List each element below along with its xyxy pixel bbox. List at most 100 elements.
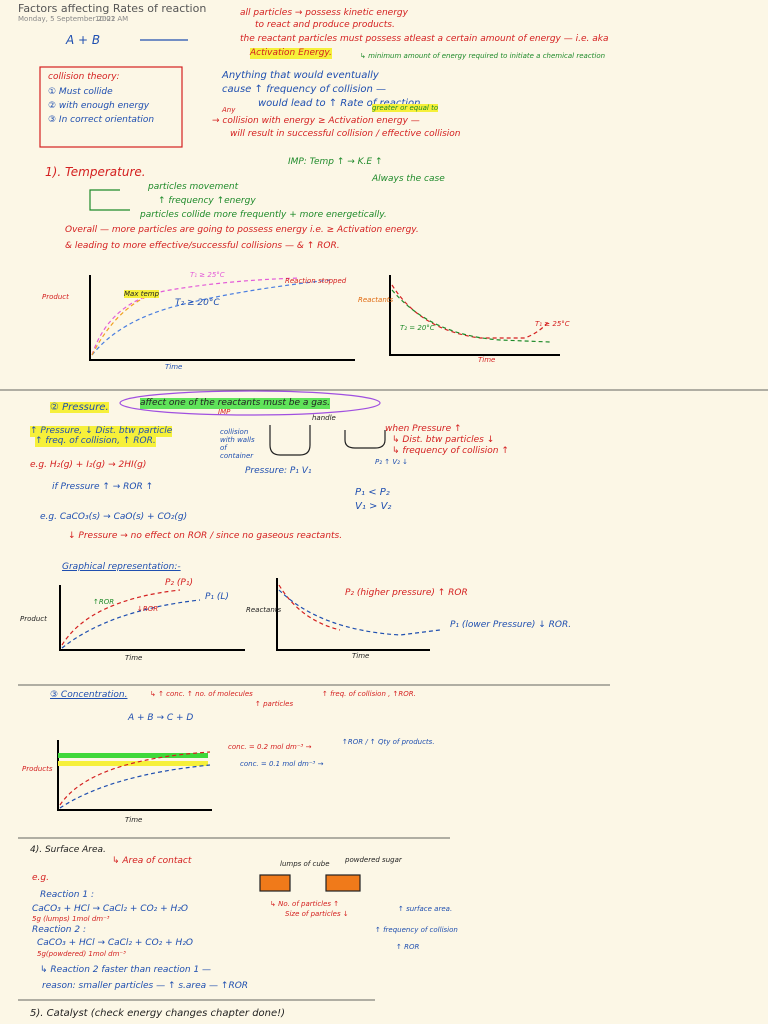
note: to react and produce products. xyxy=(255,20,395,30)
curve xyxy=(61,599,201,649)
curve xyxy=(391,289,551,343)
note: ↳ Area of contact xyxy=(112,856,192,866)
diagram-label: lumps of cube xyxy=(280,860,330,868)
heading: 5). Catalyst (check energy changes chapt… xyxy=(30,1008,286,1019)
diagram-label: V₁ > V₂ xyxy=(355,501,392,512)
graph-label: P₂ (P₁) xyxy=(165,578,193,588)
note: ↑ ROR xyxy=(396,943,420,951)
axis-label: Reactants xyxy=(246,606,282,614)
point: ① Must collide xyxy=(48,87,113,97)
line: CaCO₃ + HCl → CaCl₂ + CO₂ + H₂O xyxy=(32,904,189,914)
note: ↳ No. of particles ↑ xyxy=(270,900,340,908)
axis-label: Products xyxy=(22,765,53,773)
note: Graphical representation:- xyxy=(62,562,181,572)
axis-label: Product xyxy=(20,615,47,623)
axis-label: Time xyxy=(352,652,370,660)
diagram-label: P₁ < P₂ xyxy=(355,487,390,498)
line: Reaction 1 : xyxy=(40,890,94,900)
note: Any xyxy=(222,106,236,114)
graph-label: T₂ ≥ 20°C xyxy=(175,298,220,308)
equation: A + B xyxy=(66,33,101,47)
beaker xyxy=(259,874,291,892)
line: Reaction 2 : xyxy=(32,925,86,935)
example: e.g. H₂(g) + I₂(g) → 2HI(g) xyxy=(30,460,147,470)
collision-box xyxy=(39,66,183,148)
note: Always the case xyxy=(372,174,445,184)
axes xyxy=(57,740,212,811)
effect: ↑ freq. of collision, ↑ ROR. xyxy=(35,436,156,447)
line: ↳ Reaction 2 faster than reaction 1 — xyxy=(40,965,212,975)
axes xyxy=(389,275,560,356)
graph-label: T₂ = 20°C xyxy=(400,324,435,332)
note: ↑ particles xyxy=(255,700,294,708)
curve xyxy=(91,294,151,356)
note: will result in successful collision / ef… xyxy=(230,129,461,139)
curve xyxy=(91,277,301,356)
title: Factors affecting Rates of reaction xyxy=(18,2,207,15)
ellipse xyxy=(119,390,381,416)
note: → collision with energy ≥ Activation ene… xyxy=(212,116,420,126)
example: ↓ Pressure → no effect on ROR / since no… xyxy=(68,531,343,541)
line: 5g(powdered) 1mol dm⁻³ xyxy=(37,950,126,958)
graph-label: P₁ (lower Pressure) ↓ ROR. xyxy=(450,620,572,630)
graph-label: Reaction stopped xyxy=(285,277,347,285)
axes xyxy=(59,585,245,651)
note: ↑ frequency of collision xyxy=(375,926,458,934)
note: when Pressure ↑ xyxy=(385,424,462,434)
note: & leading to more effective/successful c… xyxy=(65,241,340,251)
axis-label: Time xyxy=(125,654,143,662)
date: Monday, 5 September 2022 xyxy=(18,15,116,23)
note: cause ↑ frequency of collision — xyxy=(222,84,387,95)
graph-label: Max temp xyxy=(124,290,160,298)
axis-label: Time xyxy=(478,356,496,364)
diagram-label: powdered sugar xyxy=(345,856,402,864)
note: Overall — more particles are going to po… xyxy=(65,225,419,235)
note: Size of particles ↓ xyxy=(285,910,349,918)
example: if Pressure ↑ → ROR ↑ xyxy=(52,482,154,492)
box-title: collision theory: xyxy=(48,72,120,82)
line: CaCO₃ + HCl → CaCl₂ + CO₂ + H₂O xyxy=(37,938,194,948)
note: ↑ freq. of collision , ↑ROR. xyxy=(322,690,416,698)
axis-label: Time xyxy=(125,816,143,824)
note: ↳ frequency of collision ↑ xyxy=(392,446,509,456)
curve xyxy=(59,764,211,809)
container xyxy=(344,430,386,449)
line: reason: smaller particles — ↑ s.area — ↑… xyxy=(42,981,249,991)
curve xyxy=(278,584,341,631)
note: ↳ ↑ conc. ↑ no. of molecules xyxy=(150,690,253,698)
note: ↳ Dist. btw particles ↓ xyxy=(392,435,495,445)
bracket xyxy=(89,189,130,211)
note: would lead to ↑ Rate of reaction. xyxy=(258,98,424,109)
effect: ↑ Pressure, ↓ Dist. btw particle xyxy=(30,426,173,437)
heading: ② Pressure. xyxy=(50,402,109,413)
note: particles movement xyxy=(148,182,239,192)
point: ③ In correct orientation xyxy=(48,115,155,125)
graph-label: ↓ROR xyxy=(137,605,159,613)
note: all particles → possess kinetic energy xyxy=(240,8,408,18)
curve xyxy=(278,589,441,636)
example: e.g. CaCO₃(s) → CaO(s) + CO₂(g) xyxy=(40,512,188,522)
beaker xyxy=(325,874,361,892)
graph-label: P₁ (L) xyxy=(205,592,229,602)
diagram-label: Pressure: P₁ V₁ xyxy=(245,466,312,476)
heading: 1). Temperature. xyxy=(45,165,146,179)
axis-label: Product xyxy=(42,293,69,301)
graph-label: ↑ROR xyxy=(93,598,115,606)
note: the reactant particles must possess atle… xyxy=(240,34,609,44)
time: 10:01 AM xyxy=(95,15,129,23)
note: affect one of the reactants must be a ga… xyxy=(140,398,331,409)
note: Anything that would eventually xyxy=(222,70,379,81)
point: ② with enough energy xyxy=(48,101,150,111)
note: ↑ surface area. xyxy=(398,905,453,913)
diagram-label: P₂ ↑ V₂ ↓ xyxy=(375,458,409,466)
curve xyxy=(59,751,211,806)
graph-label: T₁ ≥ 25°C xyxy=(190,271,225,279)
container xyxy=(269,425,311,456)
note: ↑ frequency ↑energy xyxy=(158,196,256,206)
highlight-band xyxy=(58,753,208,758)
note: handle xyxy=(312,414,336,422)
note: e.g. xyxy=(32,873,49,883)
note: greater or equal to xyxy=(372,104,439,112)
